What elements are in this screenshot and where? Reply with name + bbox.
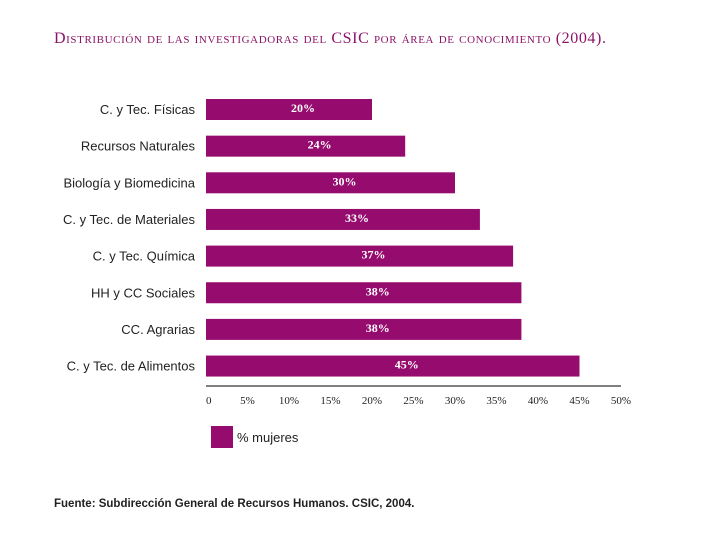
x-axis-ticks: 0 5% 10% 15% 20% 25% 30% 35% 40% 45% 50% [206,395,631,407]
legend: % mujeres [211,426,298,448]
source-note: Fuente: Subdirección General de Recursos… [54,498,415,510]
category-label: Recursos Naturales [81,139,196,154]
bar [206,99,372,120]
x-tick-label: 40% [528,395,548,407]
value-label: 38% [366,284,390,298]
x-tick-label: 20% [362,395,382,407]
value-label: 20% [291,101,315,115]
bar [206,318,522,340]
bar [206,208,480,230]
bar [206,172,455,194]
chart-title: Distribución de las investigadoras del C… [54,30,607,47]
legend-label: % mujeres [237,429,299,445]
bars-layer [206,99,580,377]
bar [206,245,514,267]
category-label: C. y Tec. Físicas [100,102,196,117]
x-tick-label: 50% [611,395,631,407]
value-label: 45% [395,358,419,372]
bar [206,135,406,157]
x-tick-label: 25% [403,395,423,407]
category-label: C. y Tec. de Materiales [63,212,195,227]
value-label: 38% [366,321,390,335]
category-label: HH y CC Sociales [91,285,196,300]
value-label: 33% [345,211,369,225]
category-label: Biología y Biomedicina [63,175,195,190]
category-label: CC. Agrarias [121,322,195,337]
category-label: C. y Tec. de Alimentos [67,359,196,374]
category-label: C. y Tec. Química [93,249,196,264]
value-labels: 20% 24% 30% 33% 37% 38% 38% 45% [291,101,419,372]
value-label: 24% [308,138,332,152]
x-tick-label: 15% [320,395,340,407]
x-tick-label: 45% [569,395,589,407]
bar [206,282,522,304]
x-tick-label: 35% [486,395,506,407]
x-tick-label: 0 [206,395,212,407]
x-tick-label: 30% [445,395,465,407]
x-tick-label: 10% [279,395,299,407]
bar [206,355,580,377]
value-label: 30% [333,174,357,188]
value-label: 37% [362,248,386,262]
legend-swatch [211,426,233,448]
category-labels: C. y Tec. Físicas Recursos Naturales Biolo… [63,102,196,374]
x-tick-label: 5% [240,395,255,407]
